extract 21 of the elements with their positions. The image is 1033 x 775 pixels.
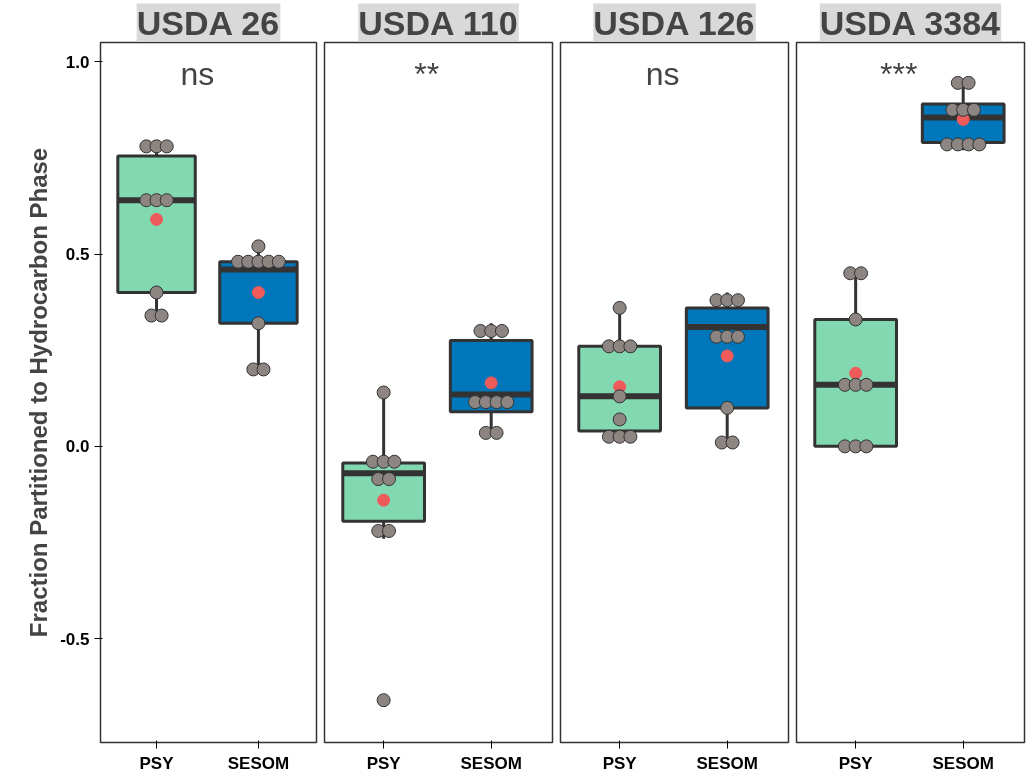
annotation: ***: [879, 56, 918, 92]
x-tick-label: PSY: [366, 753, 402, 773]
y-tick-label: 0.5: [65, 245, 90, 265]
annotation: **: [414, 56, 440, 92]
x-tick-label: PSY: [139, 753, 175, 773]
chart-title: USDA 110: [358, 3, 518, 42]
y-tick-label: 0.0: [65, 437, 90, 457]
chart-title: USDA 126: [593, 3, 755, 42]
annotation: ns: [180, 56, 215, 92]
y-tick-label: 1.0: [65, 52, 90, 72]
chart-title: USDA 3384: [819, 3, 1001, 42]
y-tick-label: -0.5: [60, 629, 90, 649]
x-tick-label: SESOM: [227, 753, 290, 773]
annotation: ns: [645, 56, 680, 92]
x-tick-label: PSY: [838, 753, 874, 773]
y-axis-title: Fraction Partitioned to Hydrocarbon Phase: [25, 147, 53, 638]
x-tick-label: SESOM: [696, 753, 758, 773]
chart-title: USDA 26: [136, 3, 280, 42]
x-tick-label: PSY: [602, 753, 638, 773]
x-tick-label: SESOM: [932, 753, 994, 773]
x-tick-label: SESOM: [460, 753, 522, 773]
